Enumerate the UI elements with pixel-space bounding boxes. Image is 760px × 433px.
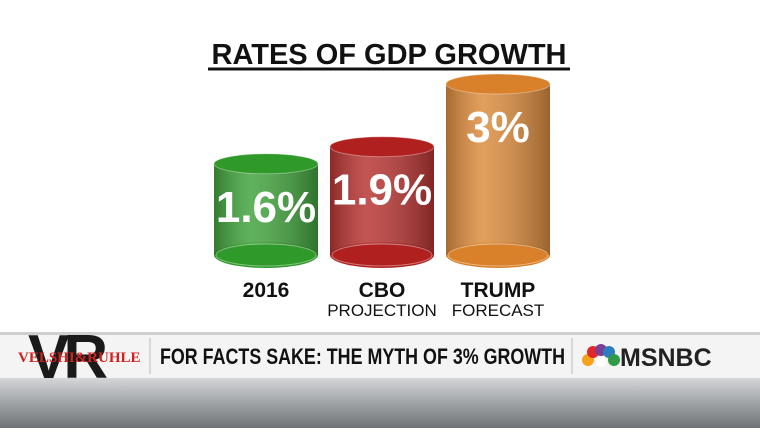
- category-label: CBO PROJECTION: [327, 279, 437, 320]
- cylinder-top: [213, 153, 319, 175]
- network: MSNBC: [620, 344, 712, 372]
- lower-third-edge: [0, 332, 760, 335]
- lower-third: [0, 332, 760, 378]
- chart-title: RATES OF GDP GROWTH: [212, 39, 567, 71]
- cylinder-shade: [214, 163, 318, 255]
- value-label: 3%: [466, 103, 530, 152]
- cylinder-floor: [331, 243, 433, 267]
- show-name: VELSHI&RUHLE: [18, 350, 141, 366]
- cylinder-floor: [447, 243, 549, 267]
- cylinder-shade: [330, 146, 434, 255]
- category-label: TRUMP FORECAST: [452, 279, 545, 320]
- value-label: 1.6%: [216, 183, 316, 232]
- cylinder-floor: [215, 243, 317, 267]
- network-logo-icon: [582, 344, 620, 367]
- cylinder-top: [445, 73, 551, 95]
- category-label: 2016: [243, 279, 290, 302]
- value-label: 1.9%: [332, 166, 432, 215]
- floor: [0, 378, 760, 428]
- show-monogram: VR: [28, 323, 107, 392]
- headline: FOR FACTS SAKE: THE MYTH OF 3% GROWTH: [160, 344, 565, 369]
- cylinder-top: [329, 136, 435, 158]
- cylinder-shade: [446, 84, 550, 255]
